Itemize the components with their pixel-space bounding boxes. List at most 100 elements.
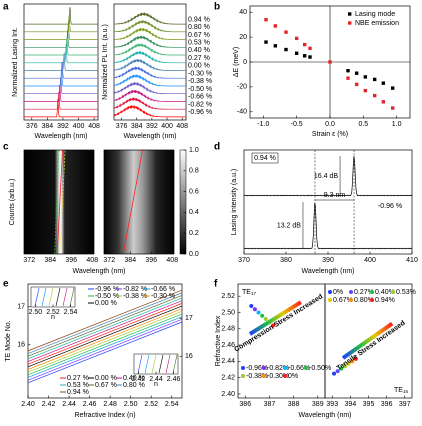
strain-label: 0.00 % xyxy=(188,63,210,70)
spectrum xyxy=(113,19,186,33)
y-tick-label: 40 xyxy=(239,9,247,16)
legend-label: 0.53% xyxy=(396,289,416,296)
x-tick-label: 408 xyxy=(88,123,100,130)
point xyxy=(264,40,268,44)
x-axis-label: Wavelength (nm) xyxy=(72,268,125,275)
x-tick-label: 397 xyxy=(399,401,411,408)
stress-annotation: Compression Stress Increased xyxy=(233,293,324,353)
mode-line xyxy=(27,319,183,381)
point xyxy=(264,17,268,22)
plot-frame xyxy=(23,3,99,121)
x-tick-label: 376 xyxy=(116,123,128,130)
x-tick-label: 396 xyxy=(65,257,77,264)
legend-label: 0.67 % xyxy=(95,382,117,389)
annotation: 13.2 dB xyxy=(277,222,301,229)
strain-label: 0.80 % xyxy=(188,24,210,31)
x-tick-label: 2.54 xyxy=(165,401,179,408)
spectrum xyxy=(113,58,186,71)
mode-line xyxy=(27,303,183,365)
y-axis-label: Counts (arb.u.) xyxy=(9,179,16,226)
stress-arrow xyxy=(248,300,302,336)
x-tick-label: 376 xyxy=(26,123,38,130)
point xyxy=(354,71,359,75)
point xyxy=(263,317,268,322)
x-axis-label: Wavelength (nm) xyxy=(34,133,87,140)
x-tick-label: 2.46 xyxy=(167,376,181,383)
legend-label: -0.96 % xyxy=(95,286,119,293)
y-tick-label: 16 xyxy=(185,353,193,360)
x-tick-label: 2.40 xyxy=(21,401,35,408)
inset-line xyxy=(165,354,171,374)
legend-marker xyxy=(241,374,245,378)
y-axis-label: Lasing intensity (a.u.) xyxy=(231,169,238,236)
plot-frame xyxy=(23,149,95,255)
point xyxy=(372,93,377,98)
legend-label: -0.30% xyxy=(267,373,289,380)
legend-marker xyxy=(349,298,353,302)
mode-line xyxy=(27,300,183,362)
x-tick-label: 380 xyxy=(280,257,292,264)
spectrum xyxy=(24,7,98,25)
x-tick-label: 384 xyxy=(131,123,143,130)
legend-marker xyxy=(328,298,332,302)
mode-label: TE16 xyxy=(394,387,408,394)
point xyxy=(308,46,312,51)
x-tick-label: 396 xyxy=(381,401,393,408)
legend-label: -0.50% xyxy=(309,365,331,372)
x-tick-label: 392 xyxy=(146,123,158,130)
stress-annotation: Tensile Stress Increased xyxy=(336,320,407,373)
x-tick-label: 0.0 xyxy=(325,121,335,128)
inset-line xyxy=(41,287,47,307)
spectrum xyxy=(243,202,413,250)
plot-frame xyxy=(27,283,183,399)
x-tick-label: 2.50 xyxy=(29,309,43,316)
x-tick-label: 396 xyxy=(145,257,157,264)
strain-label: 0.94 % xyxy=(188,16,210,23)
point xyxy=(353,356,358,361)
legend-label: -0.82 % xyxy=(123,286,147,293)
point xyxy=(339,366,344,371)
point xyxy=(354,82,359,87)
annotation: 16.4 dB xyxy=(314,173,338,180)
x-axis-label: Wavelength (nm) xyxy=(298,412,351,419)
strain-label: -0.30 % xyxy=(188,70,212,77)
x-axis-label: Wavelength (nm) xyxy=(123,133,176,140)
point xyxy=(284,47,288,52)
legend-marker xyxy=(348,21,352,25)
y-tick-label: 0.8 xyxy=(189,168,199,175)
point xyxy=(335,369,340,374)
heatmap-image xyxy=(104,150,174,254)
legend-label: -0.38 % xyxy=(123,293,147,300)
x-tick-label: 408 xyxy=(86,257,98,264)
strain-label: 0.67 % xyxy=(188,32,210,39)
inset-line xyxy=(158,354,164,374)
spectrum xyxy=(113,104,186,118)
legend-label: 0.94 % xyxy=(67,389,89,396)
panel-label: c xyxy=(3,142,9,153)
legend-marker xyxy=(262,366,266,370)
legend-marker xyxy=(348,12,352,16)
y-tick-label: -40 xyxy=(237,109,247,116)
colorbar xyxy=(179,149,187,255)
legend-label: 0.40% xyxy=(375,289,395,296)
guide-line xyxy=(56,149,63,255)
inset-axis-label: n xyxy=(51,314,55,321)
inset-line xyxy=(62,287,68,307)
panel-label: d xyxy=(214,142,220,153)
y-tick-label: 2.44 xyxy=(221,358,235,365)
y-tick-label: 16 xyxy=(17,342,25,349)
panel-label: f xyxy=(214,279,218,290)
x-tick-label: 384 xyxy=(44,257,56,264)
mode-line xyxy=(27,289,183,352)
point xyxy=(350,359,355,364)
legend-marker xyxy=(304,366,308,370)
point xyxy=(302,42,307,47)
spectrum xyxy=(24,84,98,102)
spectrum xyxy=(113,35,186,48)
legend-label: -0.30 % xyxy=(151,293,175,300)
spectrum xyxy=(24,44,98,64)
legend-label: 0.94% xyxy=(375,297,395,304)
spectrum xyxy=(113,89,186,102)
strain-label: -0.66 % xyxy=(188,94,212,101)
